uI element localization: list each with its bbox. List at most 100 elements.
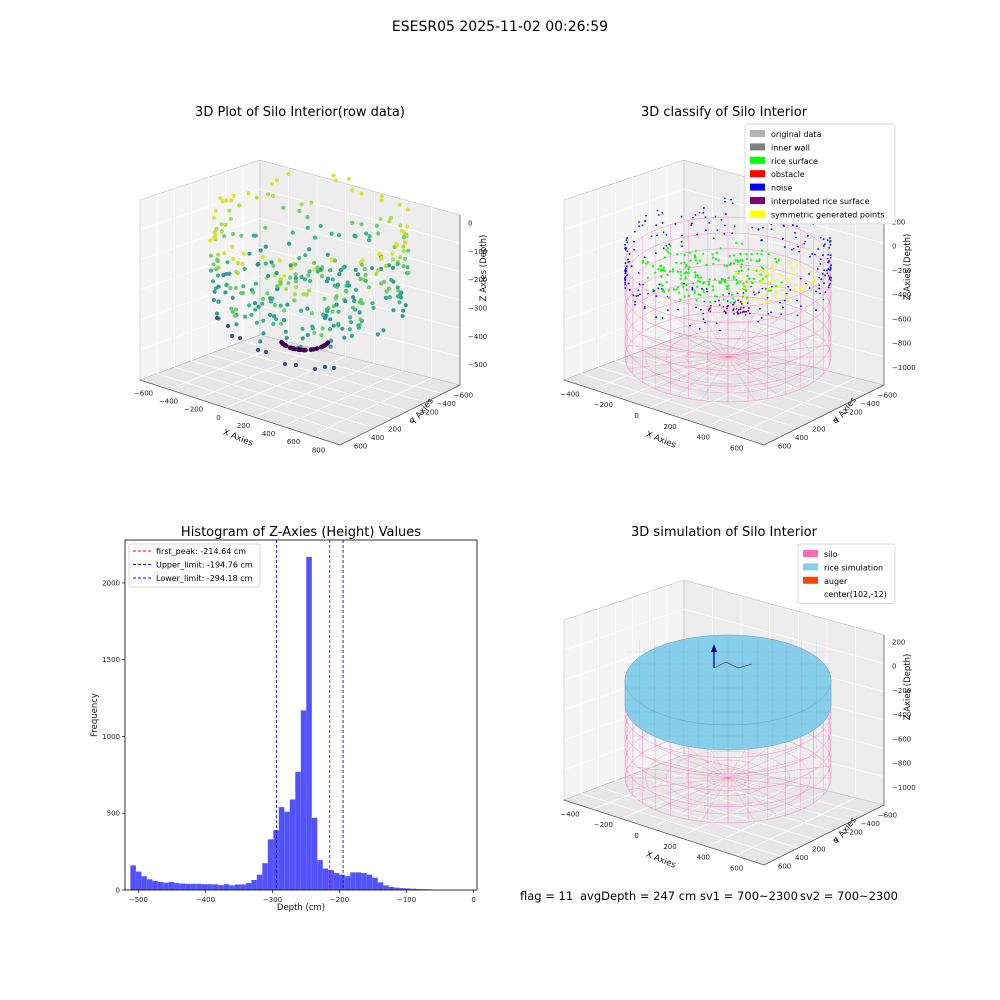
noise-point [827, 268, 830, 270]
raw-point [337, 233, 342, 238]
silo-spoke [655, 356, 729, 390]
rice-surface-point [689, 259, 692, 262]
rice-surface-point [729, 262, 733, 265]
raw-point [230, 231, 236, 237]
noise-point [828, 246, 831, 249]
raw-point [228, 285, 233, 291]
x-tick-label: −100 [397, 896, 416, 904]
symmetric-point [770, 274, 773, 277]
noise-point [665, 234, 668, 236]
legend-frame [797, 543, 896, 604]
noise-point [657, 214, 660, 216]
raw-point [400, 313, 405, 319]
raw-point [406, 248, 411, 253]
symmetric-point [799, 287, 802, 290]
histogram-bar [201, 884, 208, 890]
raw-point [370, 301, 375, 306]
raw-point [379, 255, 384, 260]
y-tick-label: 400 [795, 434, 808, 442]
noise-point [796, 225, 798, 228]
legend-label: auger [824, 577, 848, 586]
interpolated-point [723, 310, 726, 313]
noise-point [691, 287, 694, 290]
interpolated-point [737, 299, 739, 302]
symmetric-point [748, 285, 751, 288]
grid-line [649, 776, 770, 829]
rice-surface-point [724, 281, 727, 284]
raw-point [327, 327, 333, 332]
raw-point [297, 256, 302, 261]
grid-line [666, 761, 867, 814]
noise-point [798, 250, 801, 253]
noise-point [820, 278, 823, 280]
histogram-bar [350, 872, 356, 890]
silo-spoke [727, 755, 818, 779]
noise-point [728, 292, 730, 295]
ylabel-histogram: Frequency [90, 693, 100, 737]
rice-surface-point [665, 281, 668, 284]
x-tick-label: 600 [730, 444, 743, 452]
rice-surface-point [678, 291, 681, 294]
raw-point [266, 273, 271, 278]
rice-surface-point [755, 269, 758, 272]
raw-point [214, 315, 220, 321]
grid-line [157, 373, 358, 437]
raw-point [401, 244, 406, 249]
noise-point [712, 237, 715, 240]
noise-point [627, 261, 630, 263]
noise-point [824, 291, 827, 293]
rice-surface-point [693, 255, 697, 258]
raw-point [337, 272, 342, 277]
grid-line [683, 276, 885, 329]
raw-point [377, 251, 382, 256]
noise-point [662, 247, 665, 250]
interpolated-point [742, 310, 745, 313]
raw-point [289, 266, 294, 271]
raw-point [288, 275, 293, 280]
histogram-bar [344, 876, 351, 890]
raw-point [271, 263, 276, 268]
x-tick-label: 600 [287, 438, 300, 446]
raw-point [249, 312, 254, 317]
z-tick-label: 0 [892, 663, 896, 671]
noise-point [643, 305, 646, 308]
noise-point [827, 286, 830, 289]
rice-surface-point [696, 262, 699, 265]
raw-point [305, 306, 310, 311]
y-tick-label: 0 [410, 417, 414, 425]
noise-point [626, 241, 629, 244]
rice-surface-point [693, 271, 697, 274]
raw-point [270, 194, 275, 199]
noise-point [818, 276, 821, 279]
legend-label: rice surface [771, 157, 818, 166]
xlabel-histogram: Depth (cm) [277, 903, 325, 913]
raw-point [278, 280, 283, 286]
x-tick-label: −600 [134, 389, 153, 397]
noise-point [624, 243, 626, 246]
grid-line [706, 790, 828, 847]
rice-surface-point [727, 276, 731, 279]
symmetric-point [758, 281, 762, 284]
raw-point [260, 301, 265, 306]
rice-surface-point [675, 261, 678, 264]
rice-surface-point [732, 297, 735, 300]
rice-surface-point [725, 285, 728, 288]
rice-surface-point [696, 285, 699, 288]
symmetric-point [786, 300, 789, 303]
histogram-bar [267, 839, 274, 890]
raw-point [239, 233, 244, 238]
raw-point [265, 291, 270, 296]
symmetric-point [774, 290, 778, 293]
x-tick-label: −200 [184, 406, 203, 414]
symmetric-point [744, 295, 747, 298]
noise-point [698, 211, 701, 214]
noise-point [767, 313, 770, 315]
rice-surface-point [680, 274, 683, 277]
noise-point [643, 307, 646, 310]
noise-point [704, 216, 707, 219]
raw-point [308, 347, 314, 353]
rice-surface-point [746, 275, 749, 278]
interpolated-point [718, 304, 721, 306]
legend-histogram: first_peak: -214.64 cm Upper_limit: -194.… [128, 543, 261, 588]
raw-point [406, 270, 411, 275]
